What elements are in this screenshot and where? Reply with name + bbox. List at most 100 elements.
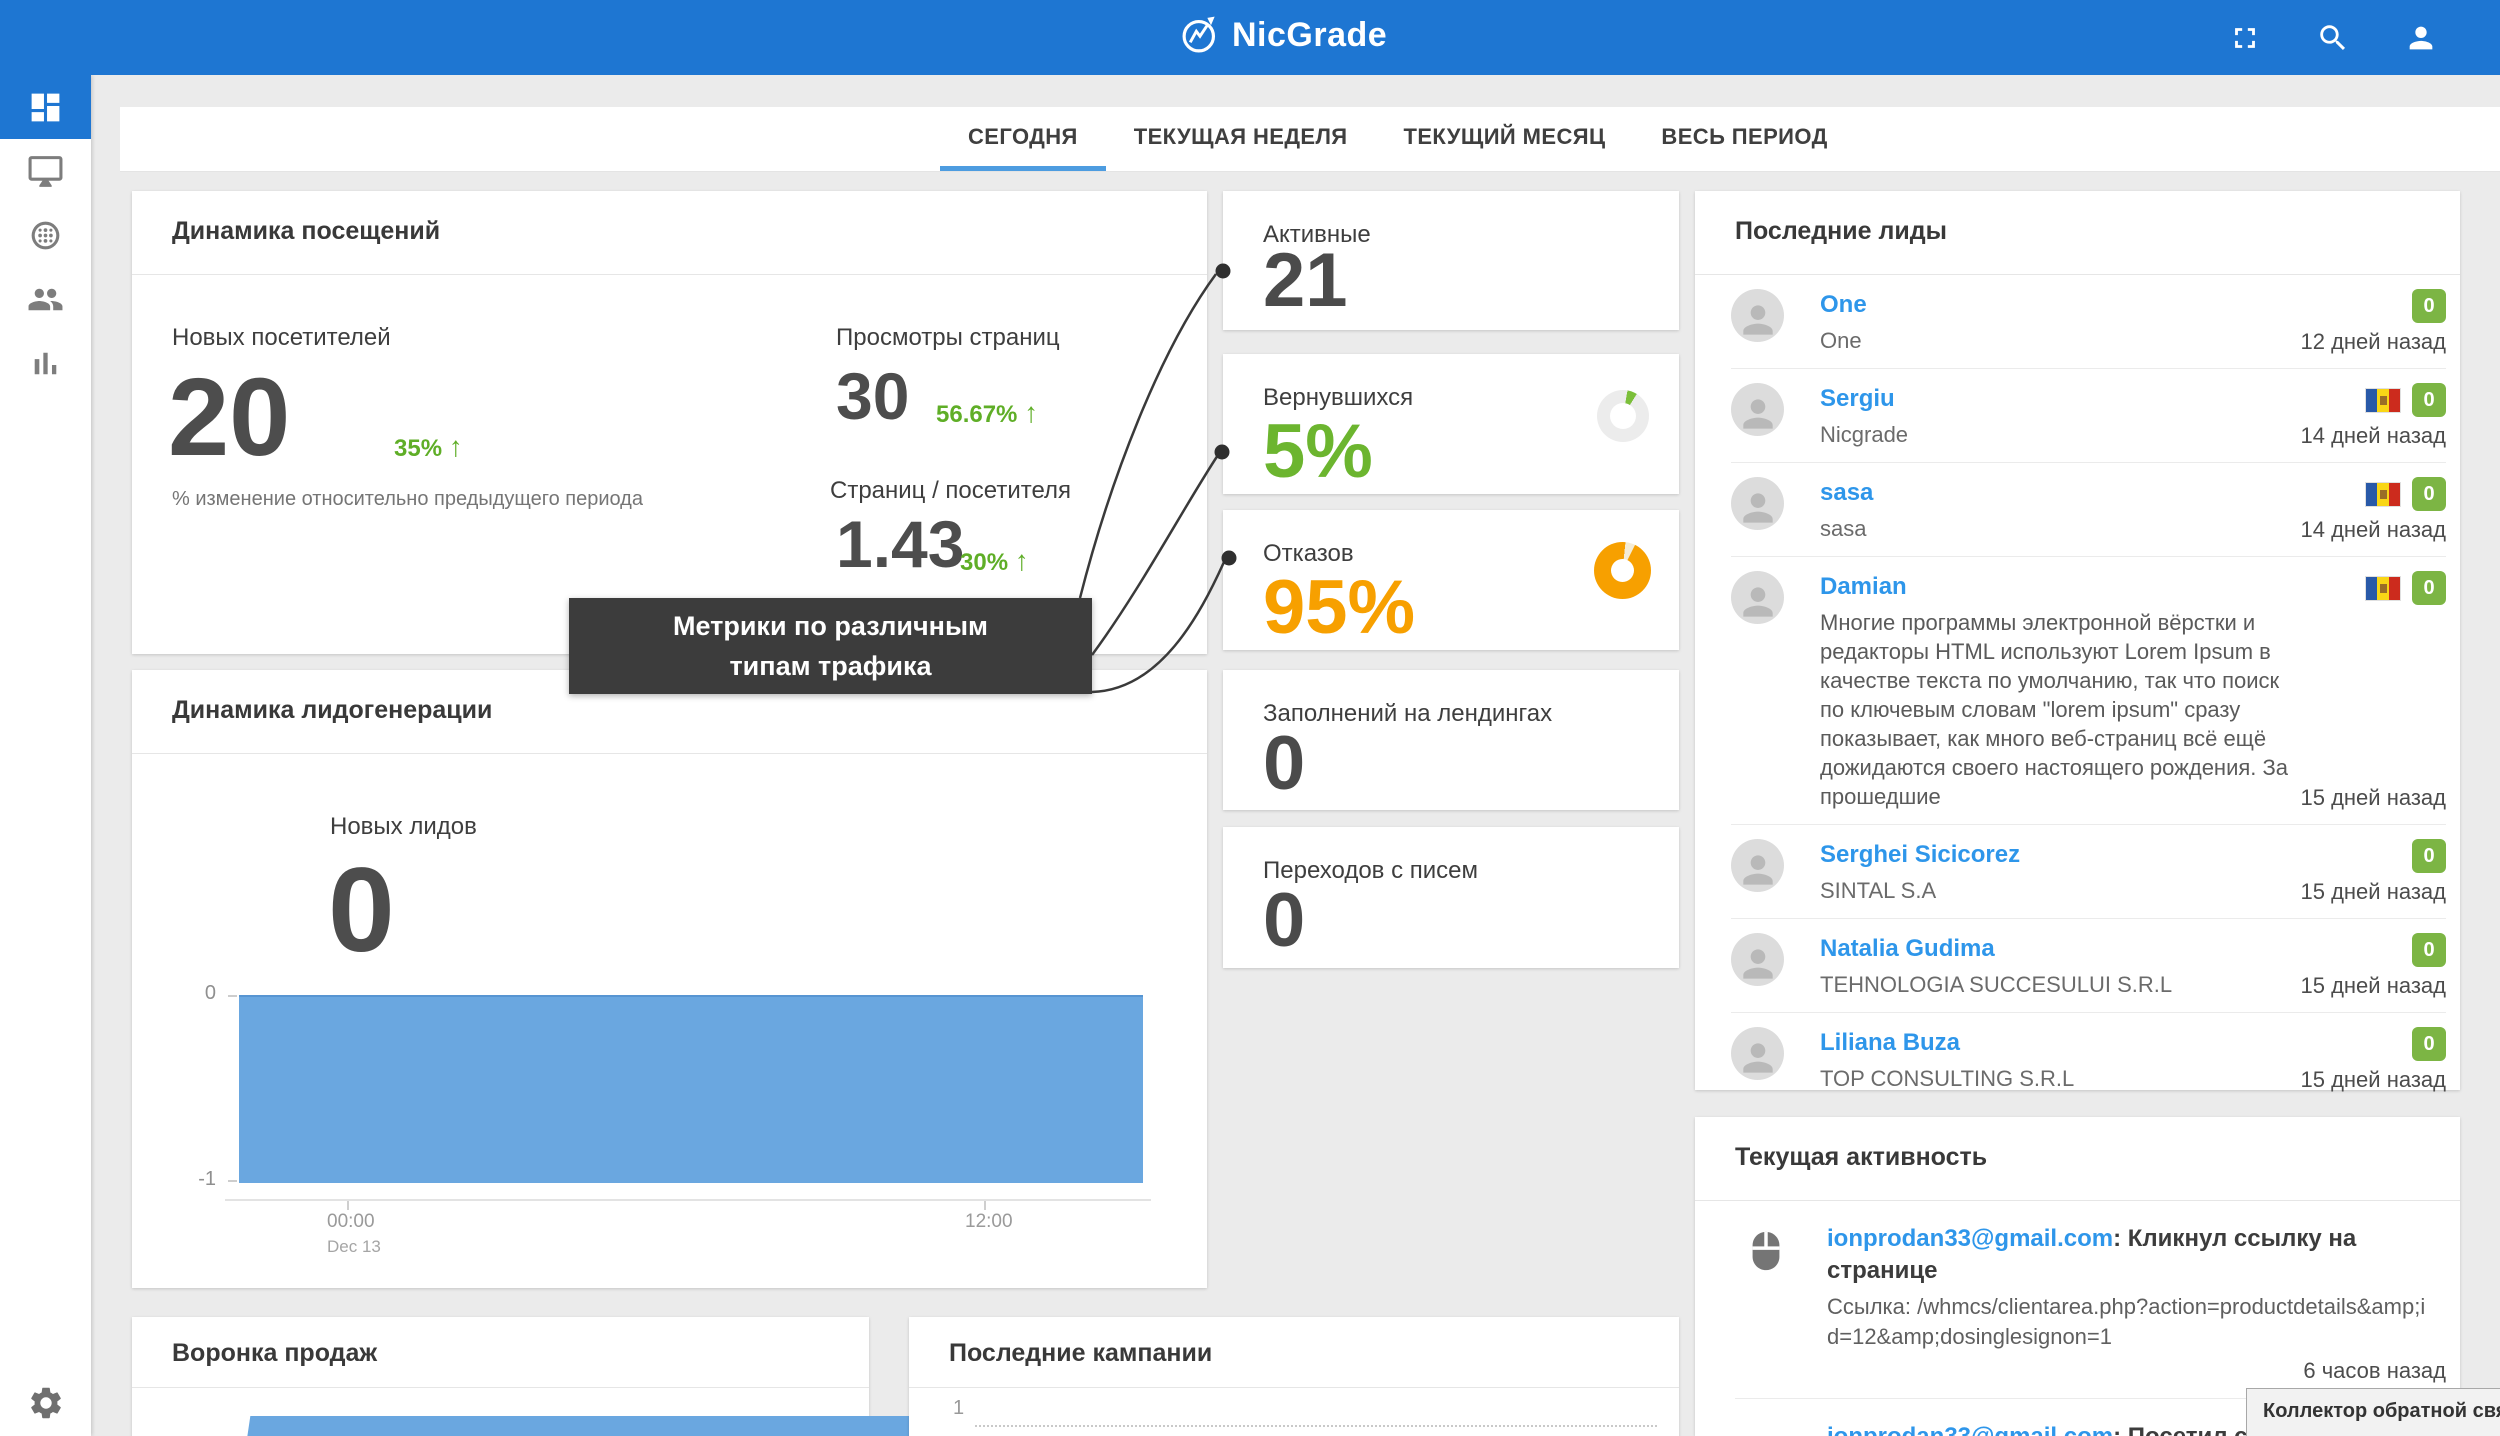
brand-logo[interactable]: NicGrade (1178, 13, 1387, 57)
stat-label: Отказов (1263, 540, 1354, 567)
lead-time: 12 дней назад (2300, 329, 2446, 354)
stat-value: 0 (1263, 878, 1306, 963)
stat-label: Переходов с писем (1263, 857, 1479, 884)
sidebar-item-reports[interactable] (0, 331, 91, 395)
panel-title: Динамика лидогенерации (172, 696, 493, 724)
lead-count-badge: 0 (2412, 289, 2446, 323)
stat-card-email-clicks: Переходов с писем 0 (1223, 827, 1679, 968)
lead-row: Damian Многие программы электронной вёрс… (1731, 557, 2446, 825)
lead-description: Многие программы электронной вёрстки и р… (1820, 610, 2289, 809)
lead-row: Serghei Sicicorez SINTAL S.A 0 15 дней н… (1731, 825, 2446, 919)
sidebar-item-settings[interactable] (0, 1384, 91, 1422)
period-tabs: СЕГОДНЯ ТЕКУЩАЯ НЕДЕЛЯ ТЕКУЩИЙ МЕСЯЦ ВЕС… (120, 107, 2500, 172)
lead-name-link[interactable]: Natalia Gudima (1820, 935, 1995, 962)
tab-current-month[interactable]: ТЕКУЩИЙ МЕСЯЦ (1403, 123, 1606, 149)
tab-all-period[interactable]: ВЕСЬ ПЕРИОД (1661, 123, 1828, 149)
activity-user-link[interactable]: ionprodan33@gmail.com (1827, 1423, 2113, 1436)
lead-company: SINTAL S.A (1820, 878, 1937, 903)
avatar (1731, 933, 1784, 986)
metric-value: 1.43 (836, 507, 965, 581)
bar-chart-icon (27, 345, 64, 382)
brand-name: NicGrade (1232, 15, 1388, 54)
donut-chart-returning (1597, 390, 1649, 442)
stat-value: 0 (1263, 721, 1306, 806)
lead-company: Nicgrade (1820, 422, 1909, 447)
up-arrow-icon: ↑ (1014, 545, 1029, 576)
current-activity-panel: Текущая активность ionprodan33@gmail.com… (1695, 1117, 2460, 1436)
donut-chart-bounces (1594, 542, 1651, 599)
activity-user-link[interactable]: ionprodan33@gmail.com (1827, 1225, 2114, 1252)
stat-card-landing-forms: Заполнений на лендингах 0 (1223, 670, 1679, 810)
lead-time: 15 дней назад (2300, 1067, 2446, 1092)
stat-value: 95% (1263, 565, 1416, 650)
stat-card-returning: Вернувшихся 5% (1223, 354, 1679, 494)
lead-name-link[interactable]: Damian (1820, 573, 1907, 600)
lead-company: TEHNOLOGIA SUCCESULUI S.R.L (1820, 972, 2173, 997)
metric-delta: 56.67% ↑ (936, 397, 1039, 428)
sidebar-item-network[interactable] (0, 203, 91, 267)
lead-row: One One 0 12 дней назад (1731, 275, 2446, 369)
metric-value: 20 (168, 356, 291, 479)
lead-row: Sergiu Nicgrade 0 14 дней назад (1731, 369, 2446, 463)
search-icon[interactable] (2316, 21, 2350, 55)
activity-detail: Ссылка: /whmcs/clientarea.php?action=pro… (1827, 1294, 2426, 1349)
x-axis-tick: 00:00 (327, 1211, 375, 1232)
lead-company: One (1820, 328, 1862, 353)
lead-name-link[interactable]: Serghei Sicicorez (1820, 841, 2021, 868)
sidebar-item-monitor[interactable] (0, 139, 91, 203)
moldova-flag-icon (2366, 482, 2400, 506)
lead-count-badge: 0 (2412, 383, 2446, 417)
gear-icon (27, 1384, 65, 1422)
funnel-chart-top-segment (240, 1416, 1035, 1436)
y-axis-tick: -1 (198, 1168, 216, 1190)
eye-icon (1743, 1431, 1795, 1436)
feedback-collector-button[interactable]: Коллектор обратной связи (2246, 1388, 2500, 1436)
lead-name-link[interactable]: Sergiu (1820, 385, 1895, 412)
lead-name-link[interactable]: sasa (1820, 479, 1874, 506)
lead-row: Liliana Buza TOP CONSULTING S.R.L 0 15 д… (1731, 1013, 2446, 1107)
sidebar-item-dashboard[interactable] (0, 75, 91, 139)
mouse-icon (1743, 1227, 1789, 1275)
lead-count-badge: 0 (2412, 571, 2446, 605)
tab-current-week[interactable]: ТЕКУЩАЯ НЕДЕЛЯ (1133, 123, 1348, 149)
metric-value: 0 (328, 843, 395, 977)
panel-title: Воронка продаж (172, 1339, 378, 1367)
lead-name-link[interactable]: One (1820, 291, 1867, 318)
user-icon[interactable] (2404, 21, 2438, 55)
stat-label: Вернувшихся (1263, 384, 1414, 411)
panel-title: Последние кампании (949, 1339, 1213, 1367)
activity-item: ionprodan33@gmail.com: Кликнул ссылку на… (1735, 1201, 2446, 1399)
lead-name-link[interactable]: Liliana Buza (1820, 1029, 1961, 1056)
lead-count-badge: 0 (2412, 1027, 2446, 1061)
stat-card-bounces: Отказов 95% (1223, 510, 1679, 650)
x-axis-tick: 12:00 (965, 1211, 1013, 1232)
sidebar-item-contacts[interactable] (0, 267, 91, 331)
moldova-flag-icon (2366, 576, 2400, 600)
avatar (1731, 383, 1784, 436)
visits-dynamics-panel: Динамика посещений Новых посетителей 20 … (132, 191, 1207, 654)
metric-label: Просмотры страниц (836, 324, 1060, 351)
lead-count-badge: 0 (2412, 839, 2446, 873)
moldova-flag-icon (2366, 388, 2400, 412)
leadgen-area-chart (239, 995, 1143, 1183)
metric-label: Новых посетителей (172, 324, 391, 351)
tab-today[interactable]: СЕГОДНЯ (940, 107, 1106, 171)
lead-time: 15 дней назад (2300, 785, 2446, 810)
activity-action: : Кликнул ссылку на странице (1827, 1225, 2357, 1284)
lead-count-badge: 0 (2412, 477, 2446, 511)
lead-row: Natalia Gudima TEHNOLOGIA SUCCESULUI S.R… (1731, 919, 2446, 1013)
leadgen-dynamics-panel: Динамика лидогенерации Новых лидов 0 0 -… (132, 670, 1207, 1288)
avatar (1731, 571, 1784, 624)
traffic-metrics-tooltip: Метрики по различным типам трафика (569, 598, 1092, 694)
fullscreen-icon[interactable] (2228, 21, 2262, 55)
x-axis-tick-sub: Dec 13 (327, 1237, 381, 1256)
metric-value: 30 (836, 359, 910, 433)
stat-label: Активные (1263, 221, 1371, 248)
contacts-icon (27, 281, 64, 318)
sales-funnel-panel: Воронка продаж (132, 1317, 1035, 1436)
lead-time: 15 дней назад (2300, 973, 2446, 998)
avatar (1731, 289, 1784, 342)
lead-company: sasa (1820, 516, 1867, 541)
lead-row: sasa sasa 0 14 дней назад (1731, 463, 2446, 557)
